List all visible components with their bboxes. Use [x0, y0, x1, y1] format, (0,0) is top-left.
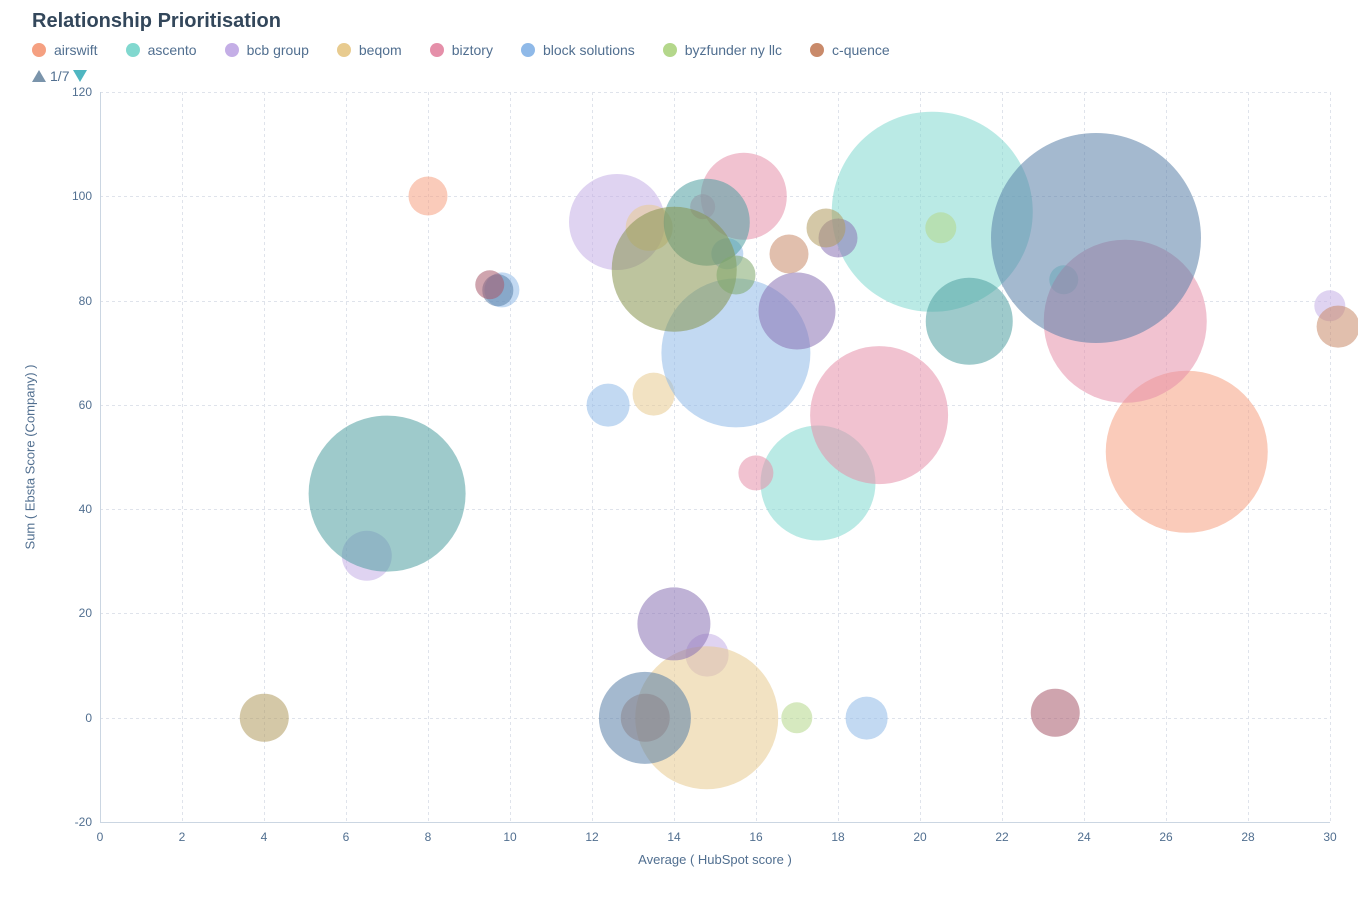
legend-item[interactable]: biztory	[430, 42, 493, 58]
x-tick-label: 18	[831, 830, 844, 844]
x-tick-label: 6	[343, 830, 350, 844]
data-bubble[interactable]	[409, 177, 448, 216]
legend-item[interactable]: block solutions	[521, 42, 635, 58]
gridline-horizontal	[100, 92, 1330, 93]
x-tick-label: 14	[667, 830, 680, 844]
data-bubble[interactable]	[926, 278, 1013, 365]
legend-swatch	[32, 43, 46, 57]
legend: airswift ascento bcb group beqom biztory bloc…	[32, 42, 890, 58]
y-tick-label: 20	[60, 606, 92, 620]
y-tick-label: -20	[60, 815, 92, 829]
data-bubble[interactable]	[991, 133, 1201, 343]
x-axis-title: Average ( HubSpot score )	[638, 852, 792, 867]
legend-swatch	[430, 43, 444, 57]
x-tick-label: 12	[585, 830, 598, 844]
legend-label: byzfunder ny llc	[685, 42, 782, 58]
legend-label: airswift	[54, 42, 98, 58]
data-bubble[interactable]	[1031, 688, 1080, 737]
data-bubble[interactable]	[599, 672, 691, 764]
plot-area	[100, 92, 1330, 822]
legend-swatch	[126, 43, 140, 57]
data-bubble[interactable]	[769, 234, 808, 273]
y-tick-label: 60	[60, 398, 92, 412]
legend-item[interactable]: beqom	[337, 42, 402, 58]
legend-swatch	[810, 43, 824, 57]
legend-swatch	[663, 43, 677, 57]
x-tick-label: 16	[749, 830, 762, 844]
legend-item[interactable]: c-quence	[810, 42, 890, 58]
gridline-vertical	[182, 92, 183, 822]
legend-label: bcb group	[247, 42, 309, 58]
data-bubble[interactable]	[759, 273, 836, 350]
gridline-vertical	[510, 92, 511, 822]
x-tick-label: 28	[1241, 830, 1254, 844]
data-bubble[interactable]	[716, 255, 755, 294]
pager-next-icon[interactable]	[73, 70, 87, 82]
legend-label: ascento	[148, 42, 197, 58]
data-bubble[interactable]	[810, 346, 948, 484]
pager-prev-icon[interactable]	[32, 70, 46, 82]
legend-item[interactable]: ascento	[126, 42, 197, 58]
x-tick-label: 24	[1077, 830, 1090, 844]
gridline-horizontal	[100, 613, 1330, 614]
x-tick-label: 0	[97, 830, 104, 844]
x-tick-label: 26	[1159, 830, 1172, 844]
legend-label: c-quence	[832, 42, 890, 58]
data-bubble[interactable]	[845, 696, 888, 739]
data-bubble[interactable]	[240, 693, 289, 742]
legend-item[interactable]: bcb group	[225, 42, 309, 58]
data-bubble[interactable]	[806, 208, 845, 247]
legend-label: beqom	[359, 42, 402, 58]
chart-title: Relationship Prioritisation	[32, 10, 281, 33]
legend-swatch	[337, 43, 351, 57]
pager-text: 1/7	[50, 68, 69, 84]
x-tick-label: 4	[261, 830, 268, 844]
x-tick-label: 10	[503, 830, 516, 844]
legend-swatch	[521, 43, 535, 57]
legend-swatch	[225, 43, 239, 57]
y-tick-label: 120	[60, 85, 92, 99]
legend-item[interactable]: byzfunder ny llc	[663, 42, 782, 58]
legend-label: block solutions	[543, 42, 635, 58]
data-bubble[interactable]	[1317, 305, 1358, 348]
y-tick-label: 0	[60, 711, 92, 725]
data-bubble[interactable]	[637, 587, 710, 660]
y-tick-label: 40	[60, 502, 92, 516]
data-bubble[interactable]	[475, 270, 505, 300]
gridline-vertical	[1330, 92, 1331, 822]
x-tick-label: 22	[995, 830, 1008, 844]
x-tick-label: 8	[425, 830, 432, 844]
x-tick-label: 30	[1323, 830, 1336, 844]
x-tick-label: 2	[179, 830, 186, 844]
y-tick-label: 100	[60, 189, 92, 203]
legend-pager: 1/7	[32, 68, 87, 84]
y-axis-line	[100, 92, 101, 822]
x-tick-label: 20	[913, 830, 926, 844]
legend-label: biztory	[452, 42, 493, 58]
legend-item[interactable]: airswift	[32, 42, 98, 58]
data-bubble[interactable]	[587, 383, 630, 426]
data-bubble[interactable]	[781, 702, 812, 733]
y-tick-label: 80	[60, 294, 92, 308]
x-axis-line	[100, 822, 1330, 823]
y-axis-title: Sum ( Ebsta Score (Company) )	[23, 365, 38, 550]
data-bubble[interactable]	[309, 415, 466, 572]
